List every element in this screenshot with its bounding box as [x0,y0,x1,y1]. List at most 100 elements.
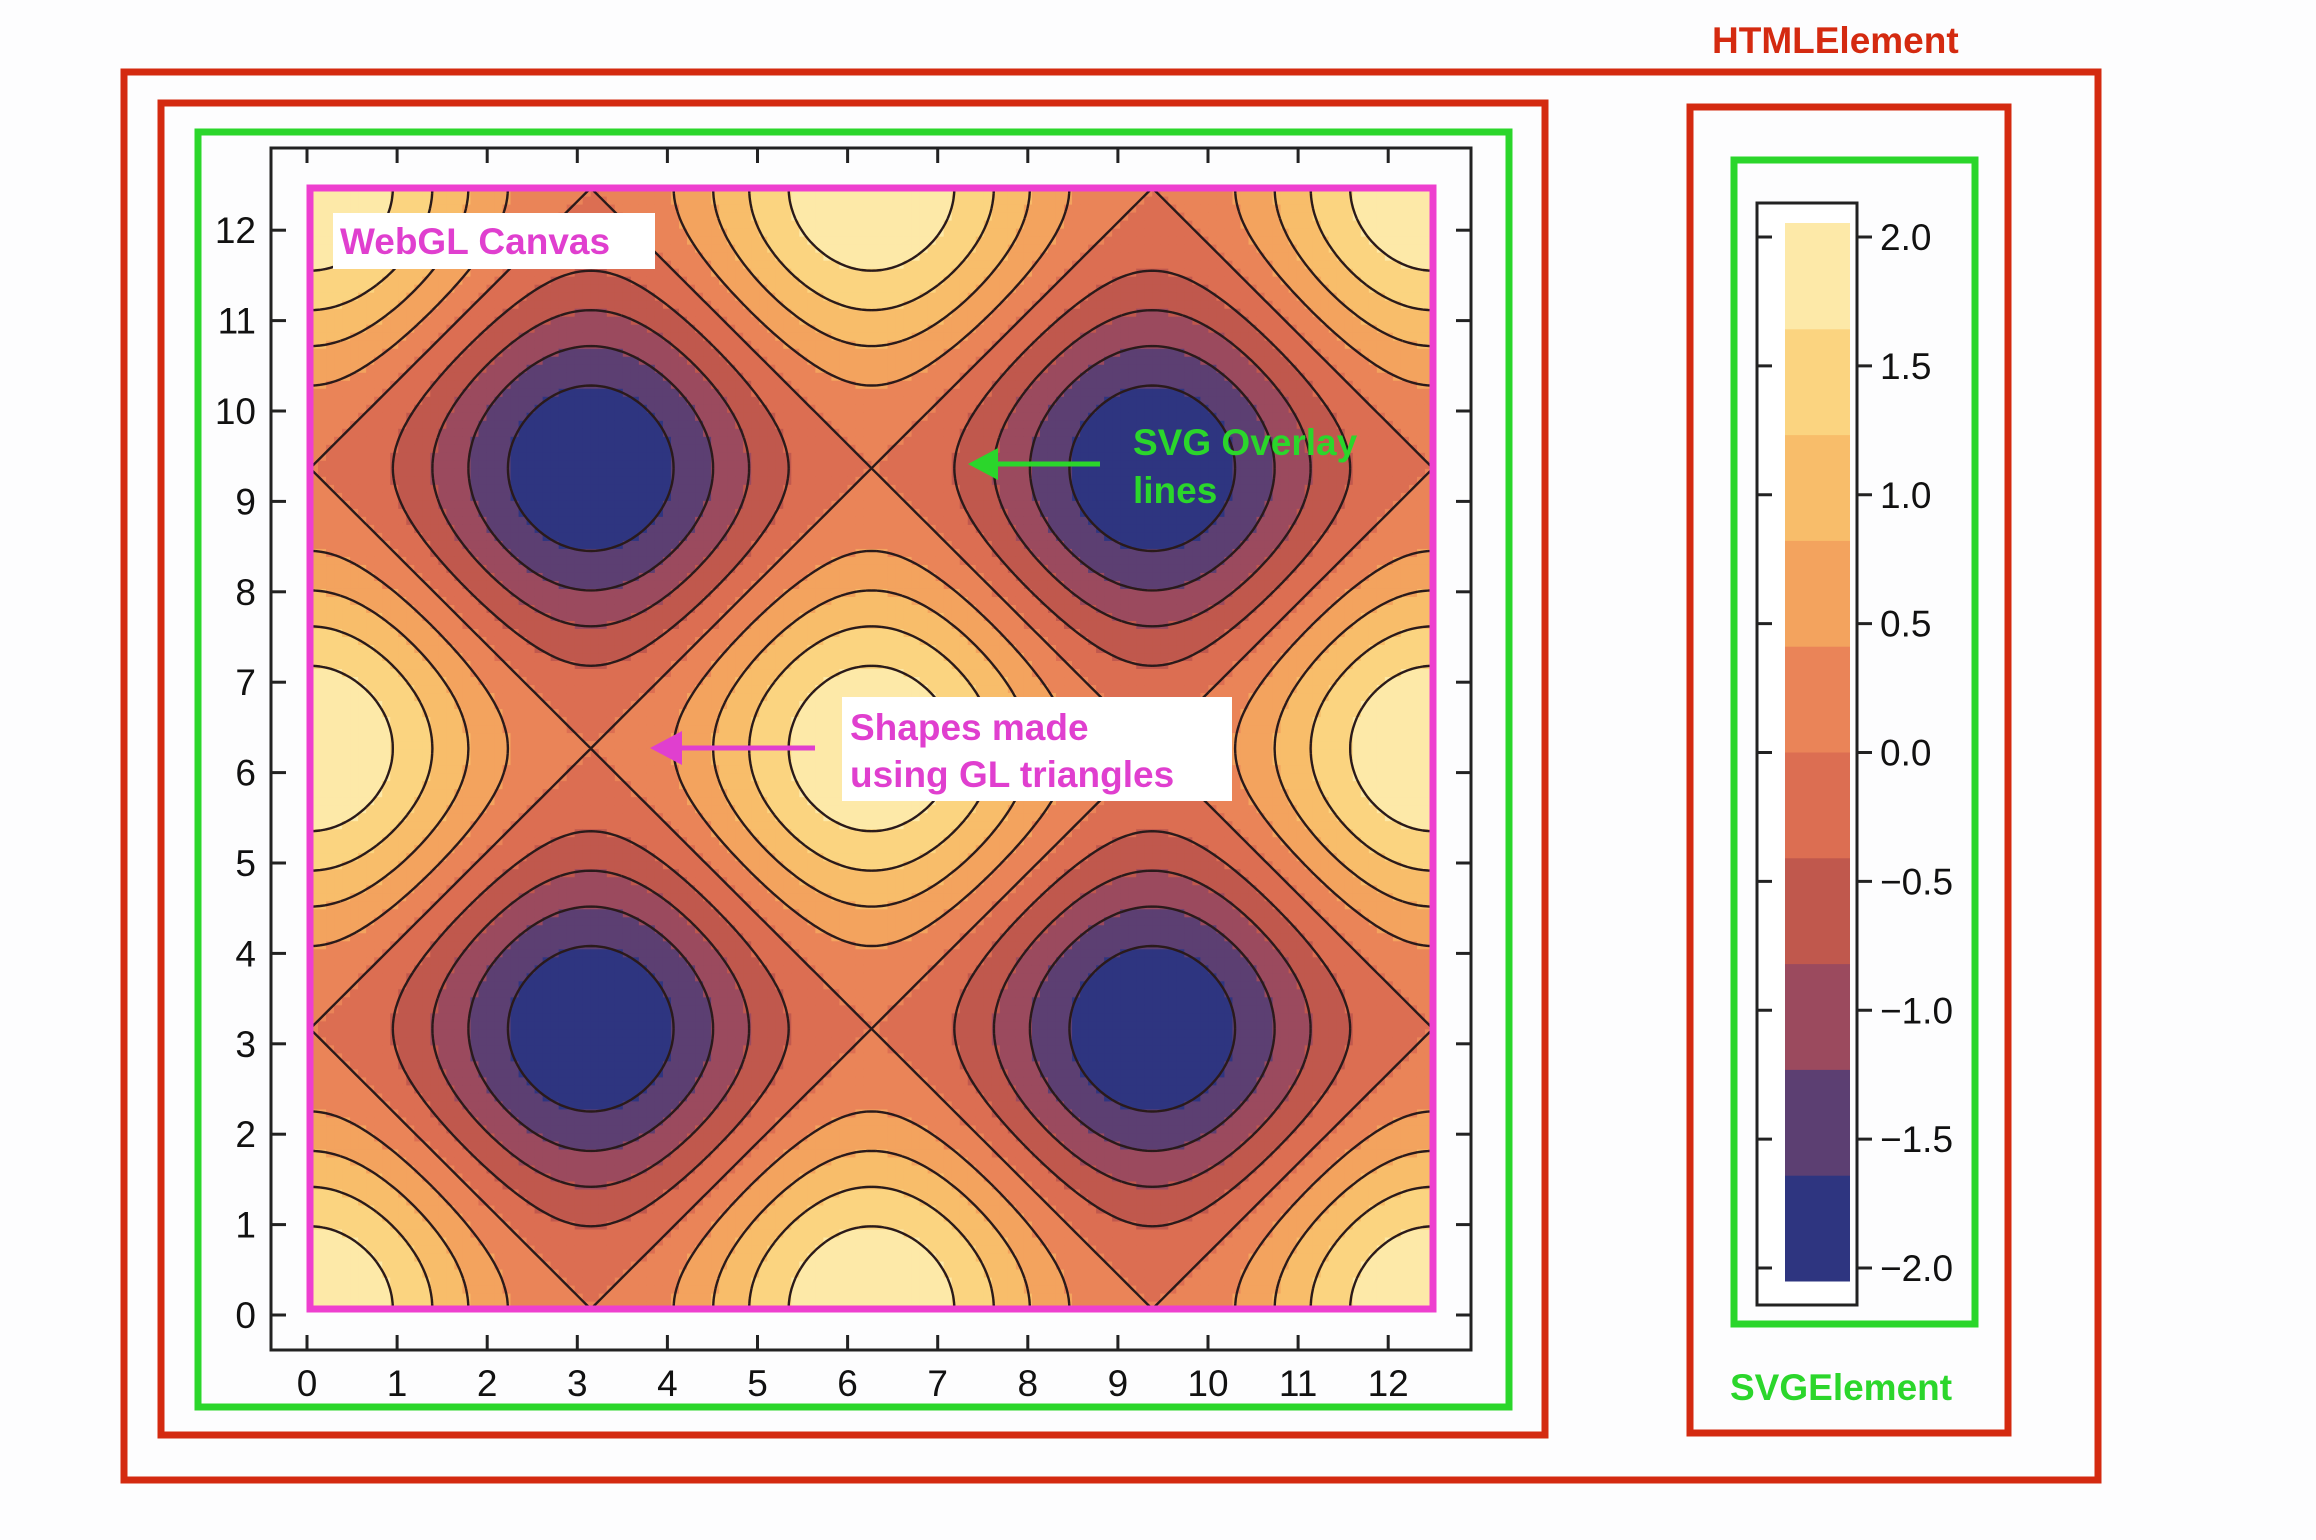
contour-cell [526,300,536,309]
contour-cell [430,564,439,573]
contour-cell [366,500,375,509]
contour-cell [550,932,560,942]
contour-cell [518,708,528,718]
contour-cell [582,476,592,485]
contour-cell [510,364,520,373]
contour-cell [310,356,319,365]
contour-cell [534,428,544,437]
contour-cell [494,1204,504,1214]
contour-cell [574,788,584,798]
contour-cell [422,548,431,557]
contour-cell [430,428,439,437]
contour-cell [422,1020,431,1030]
contour-cell [366,1108,375,1118]
contour-cell [438,1148,447,1158]
contour-cell [494,1028,504,1038]
contour-cell [334,1204,343,1214]
contour-cell [430,1060,439,1070]
contour-cell [526,828,536,838]
contour-cell [526,1228,536,1238]
contour-cell [558,452,568,461]
contour-cell [558,436,568,445]
contour-cell [542,972,552,982]
contour-cell [310,452,319,461]
contour-cell [326,1284,335,1294]
contour-cell [430,204,439,213]
contour-cell [462,1132,472,1142]
contour-cell [398,204,407,213]
contour-cell [510,532,520,541]
contour-cell [566,564,576,573]
contour-cell [326,524,335,533]
contour-cell [462,996,472,1006]
contour-cell [582,1188,592,1198]
contour-cell [414,1268,423,1278]
contour-cell [462,1052,472,1062]
contour-cell [334,828,343,838]
contour-cell [470,684,480,694]
contour-cell [486,604,496,613]
contour-cell [566,396,576,405]
contour-cell [582,964,592,974]
contour-cell [478,804,488,814]
contour-cell [550,828,560,838]
contour-cell [494,1276,504,1286]
contour-cell [494,332,504,341]
contour-cell [550,556,560,565]
contour-cell [326,668,335,678]
contour-cell [494,1068,504,1078]
contour-cell [382,340,391,349]
contour-cell [406,396,415,405]
contour-cell [462,396,472,405]
contour-cell [350,1252,359,1262]
contour-cell [366,572,375,581]
contour-cell [510,428,520,437]
contour-cell [454,828,464,838]
contour-cell [550,316,560,325]
contour-cell [326,1220,335,1230]
contour-cell [382,1052,391,1062]
contour-cell [454,1012,464,1022]
contour-cell [518,916,528,926]
contour-cell [510,1148,520,1158]
contour-cell [350,740,359,750]
contour-cell [350,1020,359,1030]
contour-cell [534,924,544,934]
contour-cell [566,684,576,694]
contour-cell [446,852,455,862]
contour-cell [550,340,560,349]
contour-cell [534,1108,544,1118]
contour-cell [398,1284,407,1294]
contour-cell [366,1116,375,1126]
contour-cell [318,204,327,213]
contour-cell [398,268,407,277]
contour-cell [542,1212,552,1222]
contour-cell [430,724,439,734]
contour-cell [406,476,415,485]
contour-cell [462,884,472,894]
contour-cell [526,540,536,549]
contour-cell [486,540,496,549]
contour-cell [326,708,335,718]
contour-cell [430,932,439,942]
contour-cell [486,772,496,782]
contour-cell [310,1076,319,1086]
contour-cell [478,572,488,581]
contour-cell [406,604,415,613]
contour-cell [406,268,415,277]
contour-cell [510,836,520,846]
contour-cell [558,804,568,814]
contour-cell [350,988,359,998]
contour-cell [310,228,319,237]
contour-cell [470,452,480,461]
contour-cell [342,836,351,846]
contour-cell [414,1068,423,1078]
contour-cell [470,1212,480,1222]
contour-cell [462,1236,472,1246]
contour-cell [438,340,447,349]
contour-cell [382,1012,391,1022]
contour-cell [358,340,367,349]
contour-cell [350,268,359,277]
contour-cell [486,340,496,349]
contour-cell [406,204,415,213]
